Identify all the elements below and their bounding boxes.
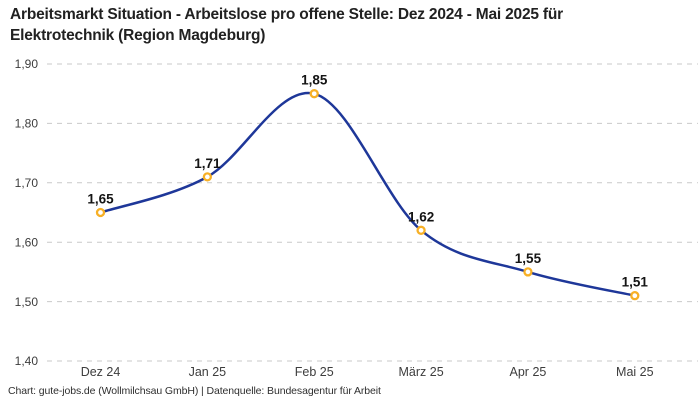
x-tick-label: März 25	[399, 365, 444, 379]
data-point-marker	[416, 225, 426, 235]
chart-title-line-2: Elektrotechnik (Region Magdeburg)	[10, 26, 266, 44]
y-tick-label: 1,90	[15, 57, 39, 71]
data-point-marker	[523, 267, 533, 277]
chart-source-note: Chart: gute-jobs.de (Wollmilchsau GmbH) …	[8, 385, 381, 397]
chart-title: Arbeitsmarkt Situation - Arbeitslose pro…	[10, 5, 690, 46]
y-tick-label: 1,50	[15, 295, 39, 309]
chart-title-line-1: Arbeitsmarkt Situation - Arbeitslose pro…	[10, 6, 563, 23]
y-tick-label: 1,70	[15, 176, 39, 190]
data-point-label: 1,62	[408, 209, 434, 224]
data-point-label: 1,65	[87, 192, 114, 207]
y-tick-label: 1,60	[15, 235, 39, 249]
data-point-label: 1,71	[194, 156, 221, 171]
x-tick-label: Jan 25	[189, 365, 227, 379]
data-point-marker	[309, 89, 319, 99]
x-tick-label: Dez 24	[81, 365, 121, 379]
data-point-label: 1,55	[515, 251, 542, 266]
x-tick-label: Feb 25	[295, 365, 334, 379]
data-point-marker	[630, 291, 640, 301]
y-tick-label: 1,80	[15, 117, 39, 131]
y-tick-label: 1,40	[15, 354, 39, 368]
data-point-label: 1,51	[622, 275, 649, 290]
x-tick-label: Mai 25	[616, 365, 654, 379]
data-point-label: 1,85	[301, 73, 328, 88]
data-point-marker	[95, 207, 106, 218]
data-point-marker	[202, 172, 213, 182]
x-tick-label: Apr 25	[510, 365, 547, 379]
